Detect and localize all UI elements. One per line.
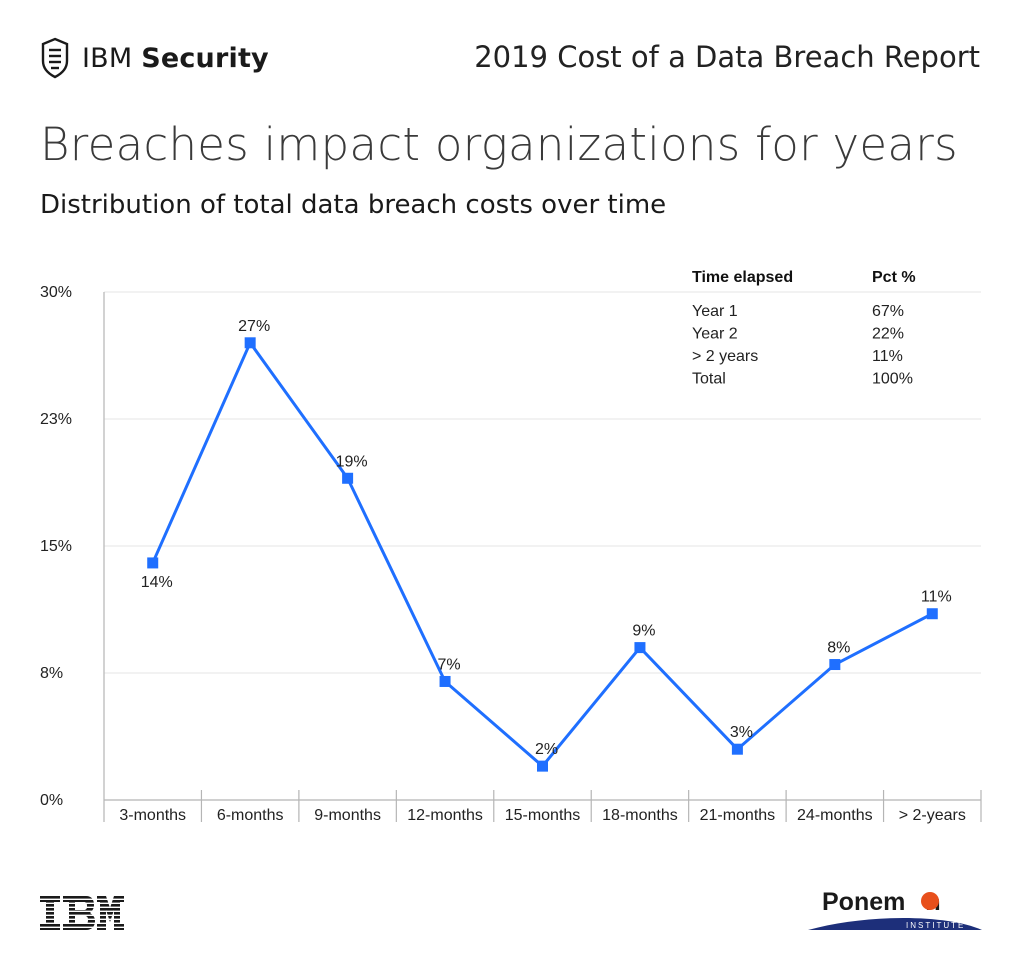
data-point [634,642,646,654]
series-line [151,341,933,768]
table-cell: 67% [872,303,904,320]
data-label: 9% [632,623,655,640]
data-point [439,675,451,687]
data-label: 7% [437,656,460,673]
page-title: Breaches impact organizations for years [40,118,958,171]
x-tick-label: 3-months [119,807,186,824]
table-cell: 11% [872,348,903,365]
ponemon-subtitle: INSTITUTE [906,921,965,930]
x-tick-label: 6-months [217,807,284,824]
data-label: 8% [827,640,850,657]
data-point [537,760,548,772]
x-tick-label: 18-months [602,807,678,824]
data-label: 19% [336,453,368,470]
brand-light: IBM [82,42,133,74]
x-tick-label: 9-months [314,807,381,824]
x-tick-label: 12-months [407,807,483,824]
data-labels: 14% 27% 19% 7% 2% 9% 3% 8% 11% [141,318,952,758]
series [147,337,938,772]
report-title: 2019 Cost of a Data Breach Report [474,40,980,74]
brand-bold: Security [141,42,269,74]
y-tick-label: 8% [40,665,63,682]
ponemon-wave [808,918,982,930]
table-header: Pct % [872,269,916,286]
data-point [342,472,354,484]
table-cell: 100% [872,371,913,388]
table-header: Time elapsed [692,269,793,286]
x-tick-labels: 3-months 6-months 9-months 12-months 15-mont… [119,807,965,824]
axes [103,292,982,822]
ponemon-logo: Ponemn INSTITUTE [808,888,982,930]
brand: IBM Security [40,36,269,80]
ponemon-sun-icon [921,892,939,910]
data-point [731,743,743,755]
brand-name: IBM Security [82,43,269,74]
data-point [829,659,841,671]
table-cell: Year 1 [692,303,738,320]
data-point [147,557,159,569]
summary-table: Time elapsed Pct % Year 1 67% Year 2 22% > 2 y… [692,269,916,388]
table-cell: > 2 years [692,348,758,365]
x-tick-label: > 2-years [899,807,966,824]
data-label: 11% [921,589,952,606]
y-tick-label: 30% [40,284,72,301]
x-tick-label: 21-months [700,807,776,824]
ibm-logo [40,896,124,930]
y-tick-label: 15% [40,538,72,555]
table-cell: 22% [872,326,904,343]
data-point [244,337,256,349]
page-subtitle: Distribution of total data breach costs … [40,190,667,220]
data-label: 3% [730,724,753,741]
data-label: 27% [238,318,270,335]
data-label: 2% [535,741,558,758]
y-tick-label: 0% [40,792,63,809]
y-tick-labels: 0% 8% 15% 23% 30% [40,284,72,809]
data-point [926,608,938,620]
table-cell: Year 2 [692,326,738,343]
table-cell: Total [692,371,726,388]
x-tick-label: 15-months [505,807,581,824]
y-tick-label: 23% [40,411,72,428]
ibm-security-shield-icon [41,37,69,79]
data-label: 14% [141,574,173,591]
x-tick-label: 24-months [797,807,873,824]
grid-lines [104,291,981,674]
